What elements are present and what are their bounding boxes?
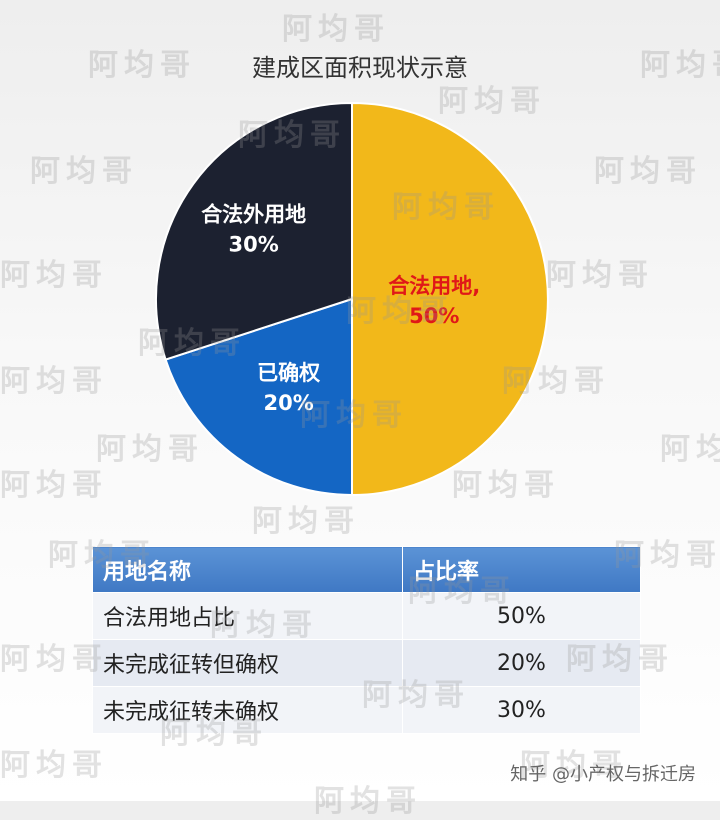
- cell-ratio: 30%: [402, 686, 641, 734]
- cell-ratio: 20%: [402, 639, 641, 687]
- pie-slice: [164, 297, 353, 497]
- source-credit: 知乎 @小产权与拆迁房: [510, 764, 696, 785]
- pie-slice: [351, 101, 549, 497]
- table-header-row: 用地名称 占比率: [92, 546, 641, 593]
- watermark-text: 阿均哥: [314, 784, 422, 819]
- cell-land-name: 未完成征转但确权: [92, 639, 403, 687]
- slice-value-label: 50%: [409, 304, 459, 328]
- cell-land-name: 合法用地占比: [92, 592, 403, 640]
- slice-label: 合法用地,: [388, 274, 480, 298]
- table-row: 合法用地占比 50%: [92, 592, 641, 640]
- slice-value-label: 30%: [229, 233, 279, 257]
- land-use-table: 用地名称 占比率 合法用地占比 50% 未完成征转但确权 20% 未完成征转未确…: [92, 546, 641, 734]
- table-row: 未完成征转但确权 20%: [92, 639, 641, 687]
- pie-slice: [155, 101, 353, 361]
- header-ratio: 占比率: [402, 546, 641, 593]
- pie-chart: 合法用地, 50% 已确权 20% 合法外用地 30%: [155, 101, 549, 497]
- chart-title: 建成区面积现状示意: [252, 54, 468, 82]
- watermark-text: 阿均哥: [0, 748, 108, 783]
- slice-label: 已确权: [257, 361, 320, 385]
- table-row: 未完成征转未确权 30%: [92, 686, 641, 734]
- header-land-name: 用地名称: [92, 546, 403, 593]
- cell-ratio: 50%: [402, 592, 641, 640]
- slice-label: 合法外用地: [201, 203, 306, 227]
- cell-land-name: 未完成征转未确权: [92, 686, 403, 734]
- slice-value-label: 20%: [264, 391, 314, 415]
